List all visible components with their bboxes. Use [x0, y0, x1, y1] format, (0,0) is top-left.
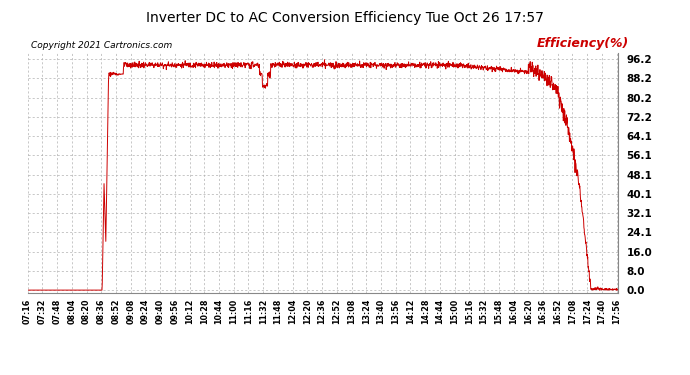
Text: Inverter DC to AC Conversion Efficiency Tue Oct 26 17:57: Inverter DC to AC Conversion Efficiency …	[146, 11, 544, 25]
Text: Efficiency(%): Efficiency(%)	[537, 37, 629, 50]
Text: Copyright 2021 Cartronics.com: Copyright 2021 Cartronics.com	[30, 41, 172, 50]
